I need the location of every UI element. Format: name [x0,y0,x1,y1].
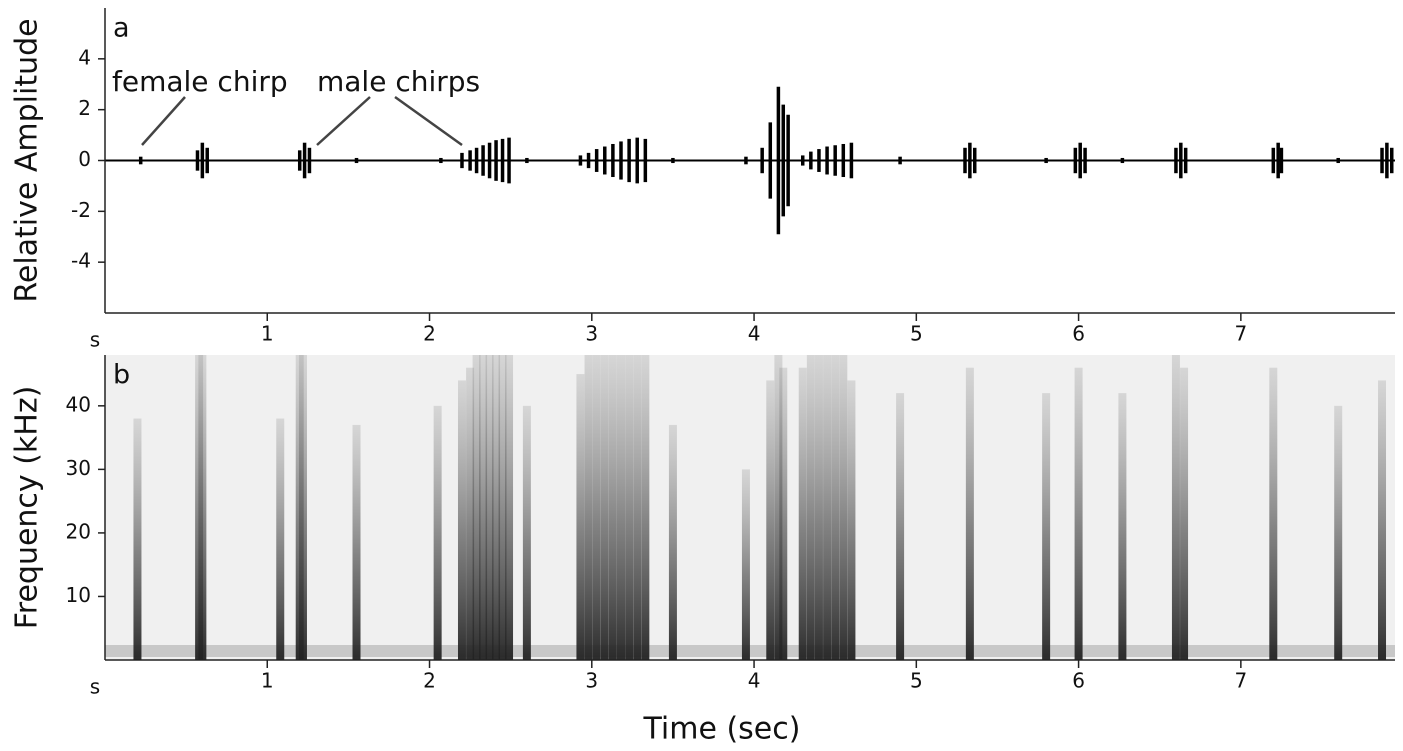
spectral-stripe [1042,393,1051,660]
y-tick-label: 4 [78,45,91,69]
x-tick-label: 2 [423,322,436,346]
spectral-stripe [668,424,677,660]
spectral-stripe [766,380,775,660]
x-tick-label: 3 [585,669,598,693]
spectral-stripe [814,355,823,660]
spectral-stripe [823,355,832,660]
spectral-stripe [1334,405,1343,660]
spectral-stripe [457,380,466,660]
spectral-stripe [498,355,507,660]
spectral-stripe [492,355,501,660]
x-unit-label: s [90,675,100,699]
spectral-stripe [774,355,783,660]
spectral-stripe [479,355,488,660]
spectrogram-background [105,355,1395,660]
arrow [394,95,463,147]
x-tick-label: 5 [910,322,923,346]
annotation: male chirps [317,65,480,98]
panel-label: b [113,360,130,391]
spectral-stripe [584,355,593,660]
y-tick-label: 40 [66,392,91,416]
spectral-stripe [505,355,514,660]
spectral-stripe [965,367,974,660]
spectral-stripe [1180,367,1189,660]
spectral-stripe [741,469,750,660]
spectral-stripe [485,355,494,660]
spectral-stripe [617,355,625,660]
y-tick-label: 0 [78,147,91,171]
spectral-stripe [576,374,585,660]
spectral-stripe [847,380,856,660]
spectral-stripe [472,355,481,660]
spectral-stripe [600,355,609,660]
spectral-stripe [1269,367,1278,660]
x-tick-label: 4 [748,322,761,346]
x-tick-label: 6 [1072,322,1085,346]
y-axis-title: Relative Amplitude [10,18,45,302]
spectral-stripe [466,367,475,660]
x-tick-label: 7 [1234,322,1247,346]
x-axis-title: Time (sec) [643,712,801,747]
spectral-stripe [633,355,642,660]
y-axis-title: Frequency (kHz) [10,386,45,630]
x-tick-label: 5 [910,669,923,693]
spectral-stripe [831,355,840,660]
x-tick-label: 1 [261,322,274,346]
spectral-stripe [522,405,531,660]
spectral-stripe [276,418,285,660]
annotation: female chirp [112,65,288,98]
y-tick-label: 10 [66,583,91,607]
arrow [141,96,186,146]
y-tick-label: -2 [71,198,91,222]
spectral-stripe [1118,393,1127,660]
x-tick-label: 3 [585,322,598,346]
spectral-stripe [896,393,905,660]
spectral-stripe [133,418,142,660]
y-tick-label: 20 [66,519,91,543]
y-tick-label: -4 [71,249,91,273]
spectral-stripe [298,355,307,660]
spectral-stripe [198,355,207,660]
low-noise-band [105,645,1395,657]
spectral-stripe [433,405,442,660]
spectral-stripe [1378,380,1387,660]
spectral-stripe [798,367,807,660]
spectral-stripe [1171,355,1180,660]
spectral-stripe [839,355,848,660]
spectral-stripe [352,424,361,660]
x-tick-label: 7 [1234,669,1247,693]
y-tick-label: 2 [78,96,91,120]
x-tick-label: 1 [261,669,274,693]
spectral-stripe [625,355,634,660]
x-unit-label: s [90,328,100,352]
spectral-stripe [806,355,815,660]
y-tick-label: 30 [66,456,91,480]
x-tick-label: 4 [748,669,761,693]
x-tick-label: 2 [423,669,436,693]
spectral-stripe [1074,367,1083,660]
spectral-stripe [592,355,601,660]
spectral-stripe [779,367,788,660]
panel-label: a [113,13,130,44]
spectral-stripe [608,355,617,660]
spectral-stripe [641,355,650,660]
arrow [316,96,371,146]
x-tick-label: 6 [1072,669,1085,693]
